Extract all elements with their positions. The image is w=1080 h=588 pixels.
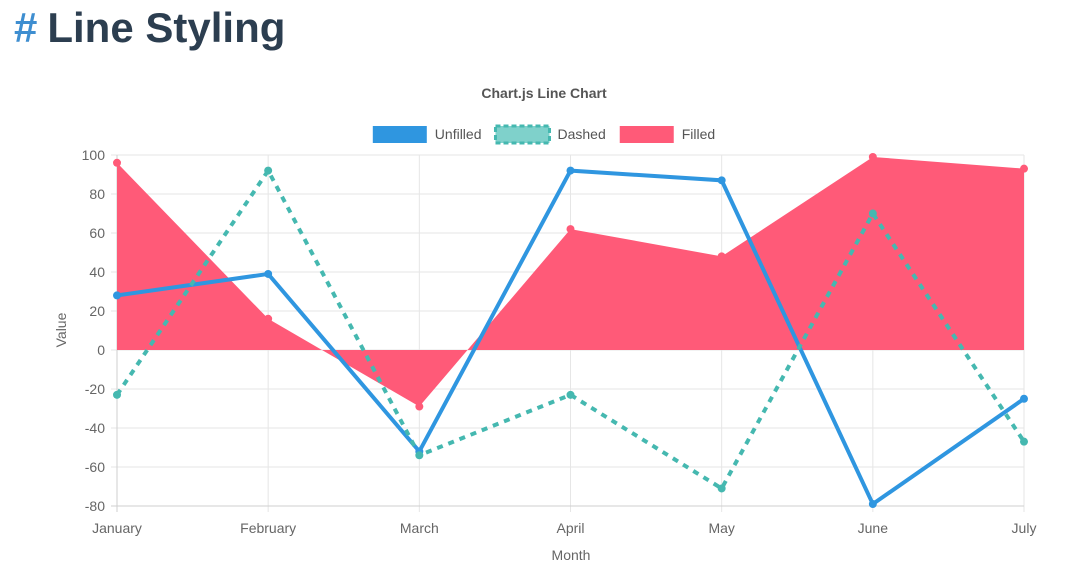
x-tick-label: April <box>556 520 584 536</box>
data-point-filled[interactable] <box>264 314 273 323</box>
y-tick-label: -80 <box>85 498 105 514</box>
y-tick-label: 20 <box>89 303 105 319</box>
x-axis-label: Month <box>552 547 591 563</box>
data-point-dashed[interactable] <box>415 451 424 460</box>
legend-label-unfilled: Unfilled <box>435 126 482 142</box>
legend-swatch-unfilled <box>372 126 427 143</box>
data-point-filled[interactable] <box>1020 164 1028 173</box>
x-axis-ticks: January February March April May June July <box>92 520 1036 536</box>
x-tick-label: May <box>708 520 734 536</box>
data-point-dashed[interactable] <box>1020 437 1028 446</box>
data-point-unfilled[interactable] <box>264 269 273 278</box>
legend-item-unfilled[interactable]: Unfilled <box>372 126 482 143</box>
data-point-unfilled[interactable] <box>566 166 575 175</box>
y-tick-label: -60 <box>85 459 105 475</box>
data-point-dashed[interactable] <box>717 484 726 493</box>
y-tick-label: -40 <box>85 420 105 436</box>
data-point-dashed[interactable] <box>113 390 121 399</box>
x-tick-label: June <box>858 520 889 536</box>
chart-legend: Unfilled Dashed Filled <box>372 124 715 145</box>
legend-swatch-filled <box>619 126 674 143</box>
y-tick-label: -20 <box>85 381 105 397</box>
legend-item-dashed[interactable]: Dashed <box>493 124 606 145</box>
x-tick-label: February <box>240 520 296 536</box>
data-point-dashed[interactable] <box>868 209 877 218</box>
x-tick-label: January <box>92 520 142 536</box>
data-point-unfilled[interactable] <box>868 500 877 509</box>
y-axis-ticks: 100 80 60 40 20 0 -20 -40 -60 -80 <box>82 147 106 514</box>
data-point-unfilled[interactable] <box>1020 394 1028 403</box>
x-tick-label: March <box>400 520 439 536</box>
chart-points <box>113 152 1028 509</box>
heading-text: Line Styling <box>47 4 286 51</box>
data-point-dashed[interactable] <box>566 390 575 399</box>
heading-anchor-link[interactable]: # <box>14 4 38 51</box>
data-point-filled[interactable] <box>113 158 121 167</box>
y-tick-label: 100 <box>82 147 106 163</box>
x-tick-label: July <box>1012 520 1037 536</box>
data-point-unfilled[interactable] <box>717 176 726 185</box>
legend-label-dashed: Dashed <box>557 126 605 142</box>
legend-swatch-dashed <box>493 124 551 145</box>
data-point-filled[interactable] <box>566 225 575 234</box>
page-heading: # Line Styling <box>14 2 285 54</box>
data-point-filled[interactable] <box>415 402 424 411</box>
y-tick-label: 40 <box>89 264 105 280</box>
y-tick-label: 60 <box>89 225 105 241</box>
data-point-filled[interactable] <box>868 152 877 161</box>
y-tick-label: 0 <box>97 342 105 358</box>
chart-title: Chart.js Line Chart <box>481 85 607 101</box>
y-axis-label: Value <box>53 312 69 347</box>
legend-item-filled[interactable]: Filled <box>619 126 715 143</box>
y-tick-label: 80 <box>89 186 105 202</box>
data-point-filled[interactable] <box>717 252 726 261</box>
data-point-dashed[interactable] <box>264 166 273 175</box>
legend-label-filled: Filled <box>682 126 715 142</box>
data-point-unfilled[interactable] <box>113 291 121 300</box>
